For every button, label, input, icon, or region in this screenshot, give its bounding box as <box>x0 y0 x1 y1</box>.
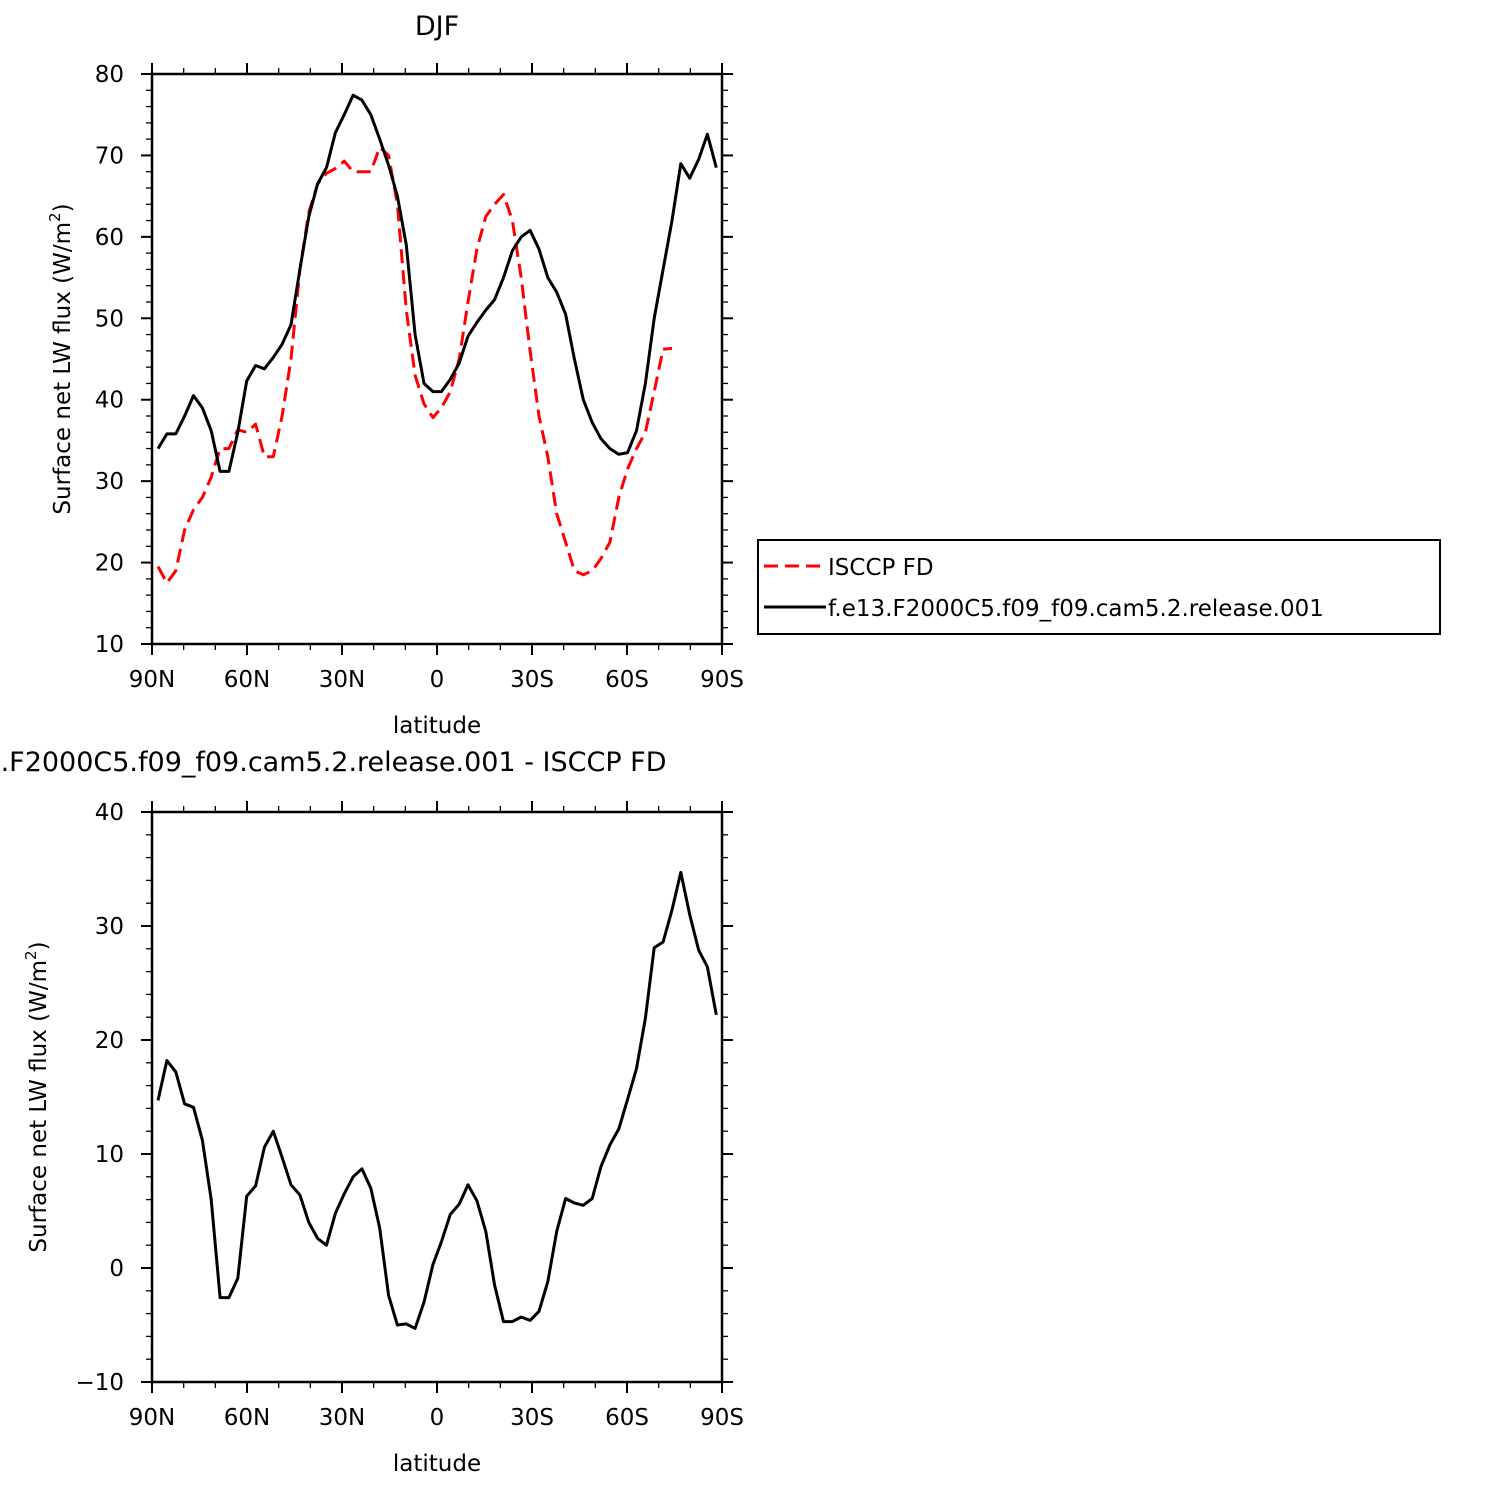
y-axis-label-difference: Surface net LW flux (W/m2) <box>22 941 52 1252</box>
y-tick-label: 10 <box>95 632 124 658</box>
climatology-panel: DJF 90N 60N 30N 0 30S 60S 90S 10 20 30 40 50 60 70 80… <box>46 11 1441 739</box>
x-tick-label: 60S <box>605 1405 649 1431</box>
y-axis-label-close: ) <box>50 203 76 212</box>
difference-line <box>156 870 718 1330</box>
model-line <box>156 93 718 473</box>
y-axis-label-main: Surface net LW flux (W/m <box>50 222 76 515</box>
tick-marks <box>141 63 733 655</box>
x-tick-label: 30N <box>319 667 365 693</box>
difference-panel: f.e13.F2000C5.f09_f09.cam5.2.release.001… <box>0 747 744 1477</box>
y-tick-labels: 10 20 30 40 50 60 70 80 <box>95 62 124 658</box>
y-axis-label-main: Surface net LW flux (W/m <box>26 960 52 1253</box>
isccp-fd-line <box>156 145 673 585</box>
series-layer-difference <box>156 870 718 1330</box>
y-tick-label: 0 <box>109 1256 124 1282</box>
y-axis-label-sup: 2 <box>22 950 40 960</box>
x-tick-label: 30S <box>510 1405 554 1431</box>
plot-frame-difference <box>150 810 724 1384</box>
plot-frame <box>150 72 724 646</box>
x-tick-label: 0 <box>430 667 445 693</box>
x-axis-label: latitude <box>393 713 481 739</box>
y-tick-label: 30 <box>95 914 124 940</box>
y-tick-labels-difference: −10 0 10 20 30 40 <box>75 800 124 1396</box>
legend-box <box>757 539 1441 635</box>
y-tick-label: 40 <box>95 800 124 826</box>
x-tick-label: 30N <box>319 1405 365 1431</box>
tick-marks-difference <box>141 801 733 1393</box>
series-layer <box>156 93 718 585</box>
x-tick-labels-difference: 90N 60N 30N 0 30S 60S 90S <box>129 1405 744 1431</box>
x-tick-label: 90S <box>700 667 744 693</box>
y-tick-label: 20 <box>95 551 124 577</box>
y-tick-label: 40 <box>95 388 124 414</box>
y-tick-label: 80 <box>95 62 124 88</box>
x-tick-label: 60N <box>224 1405 270 1431</box>
panel-title-difference: f.e13.F2000C5.f09_f09.cam5.2.release.001… <box>0 747 667 778</box>
y-tick-label: 10 <box>95 1142 124 1168</box>
x-tick-label: 90S <box>700 1405 744 1431</box>
y-tick-label: 60 <box>95 225 124 251</box>
y-tick-label: 30 <box>95 469 124 495</box>
y-tick-label: 50 <box>95 306 124 332</box>
y-tick-label: 20 <box>95 1028 124 1054</box>
x-tick-label: 90N <box>129 667 175 693</box>
x-tick-label: 60N <box>224 667 270 693</box>
legend: ISCCP FD f.e13.F2000C5.f09_f09.cam5.2.re… <box>757 539 1441 635</box>
x-tick-label: 60S <box>605 667 649 693</box>
x-axis-label-difference: latitude <box>393 1451 481 1477</box>
y-tick-label: 70 <box>95 143 124 169</box>
y-tick-label: −10 <box>75 1370 124 1396</box>
x-tick-label: 0 <box>430 1405 445 1431</box>
x-tick-label: 90N <box>129 1405 175 1431</box>
y-axis-label: Surface net LW flux (W/m2) <box>46 203 76 514</box>
legend-label-model: f.e13.F2000C5.f09_f09.cam5.2.release.001 <box>828 596 1324 622</box>
y-axis-label-close: ) <box>26 941 52 950</box>
x-tick-labels: 90N 60N 30N 0 30S 60S 90S <box>129 667 744 693</box>
legend-label-isccp: ISCCP FD <box>828 555 934 581</box>
x-tick-label: 30S <box>510 667 554 693</box>
panel-title: DJF <box>415 11 459 42</box>
y-axis-label-sup: 2 <box>46 212 64 222</box>
